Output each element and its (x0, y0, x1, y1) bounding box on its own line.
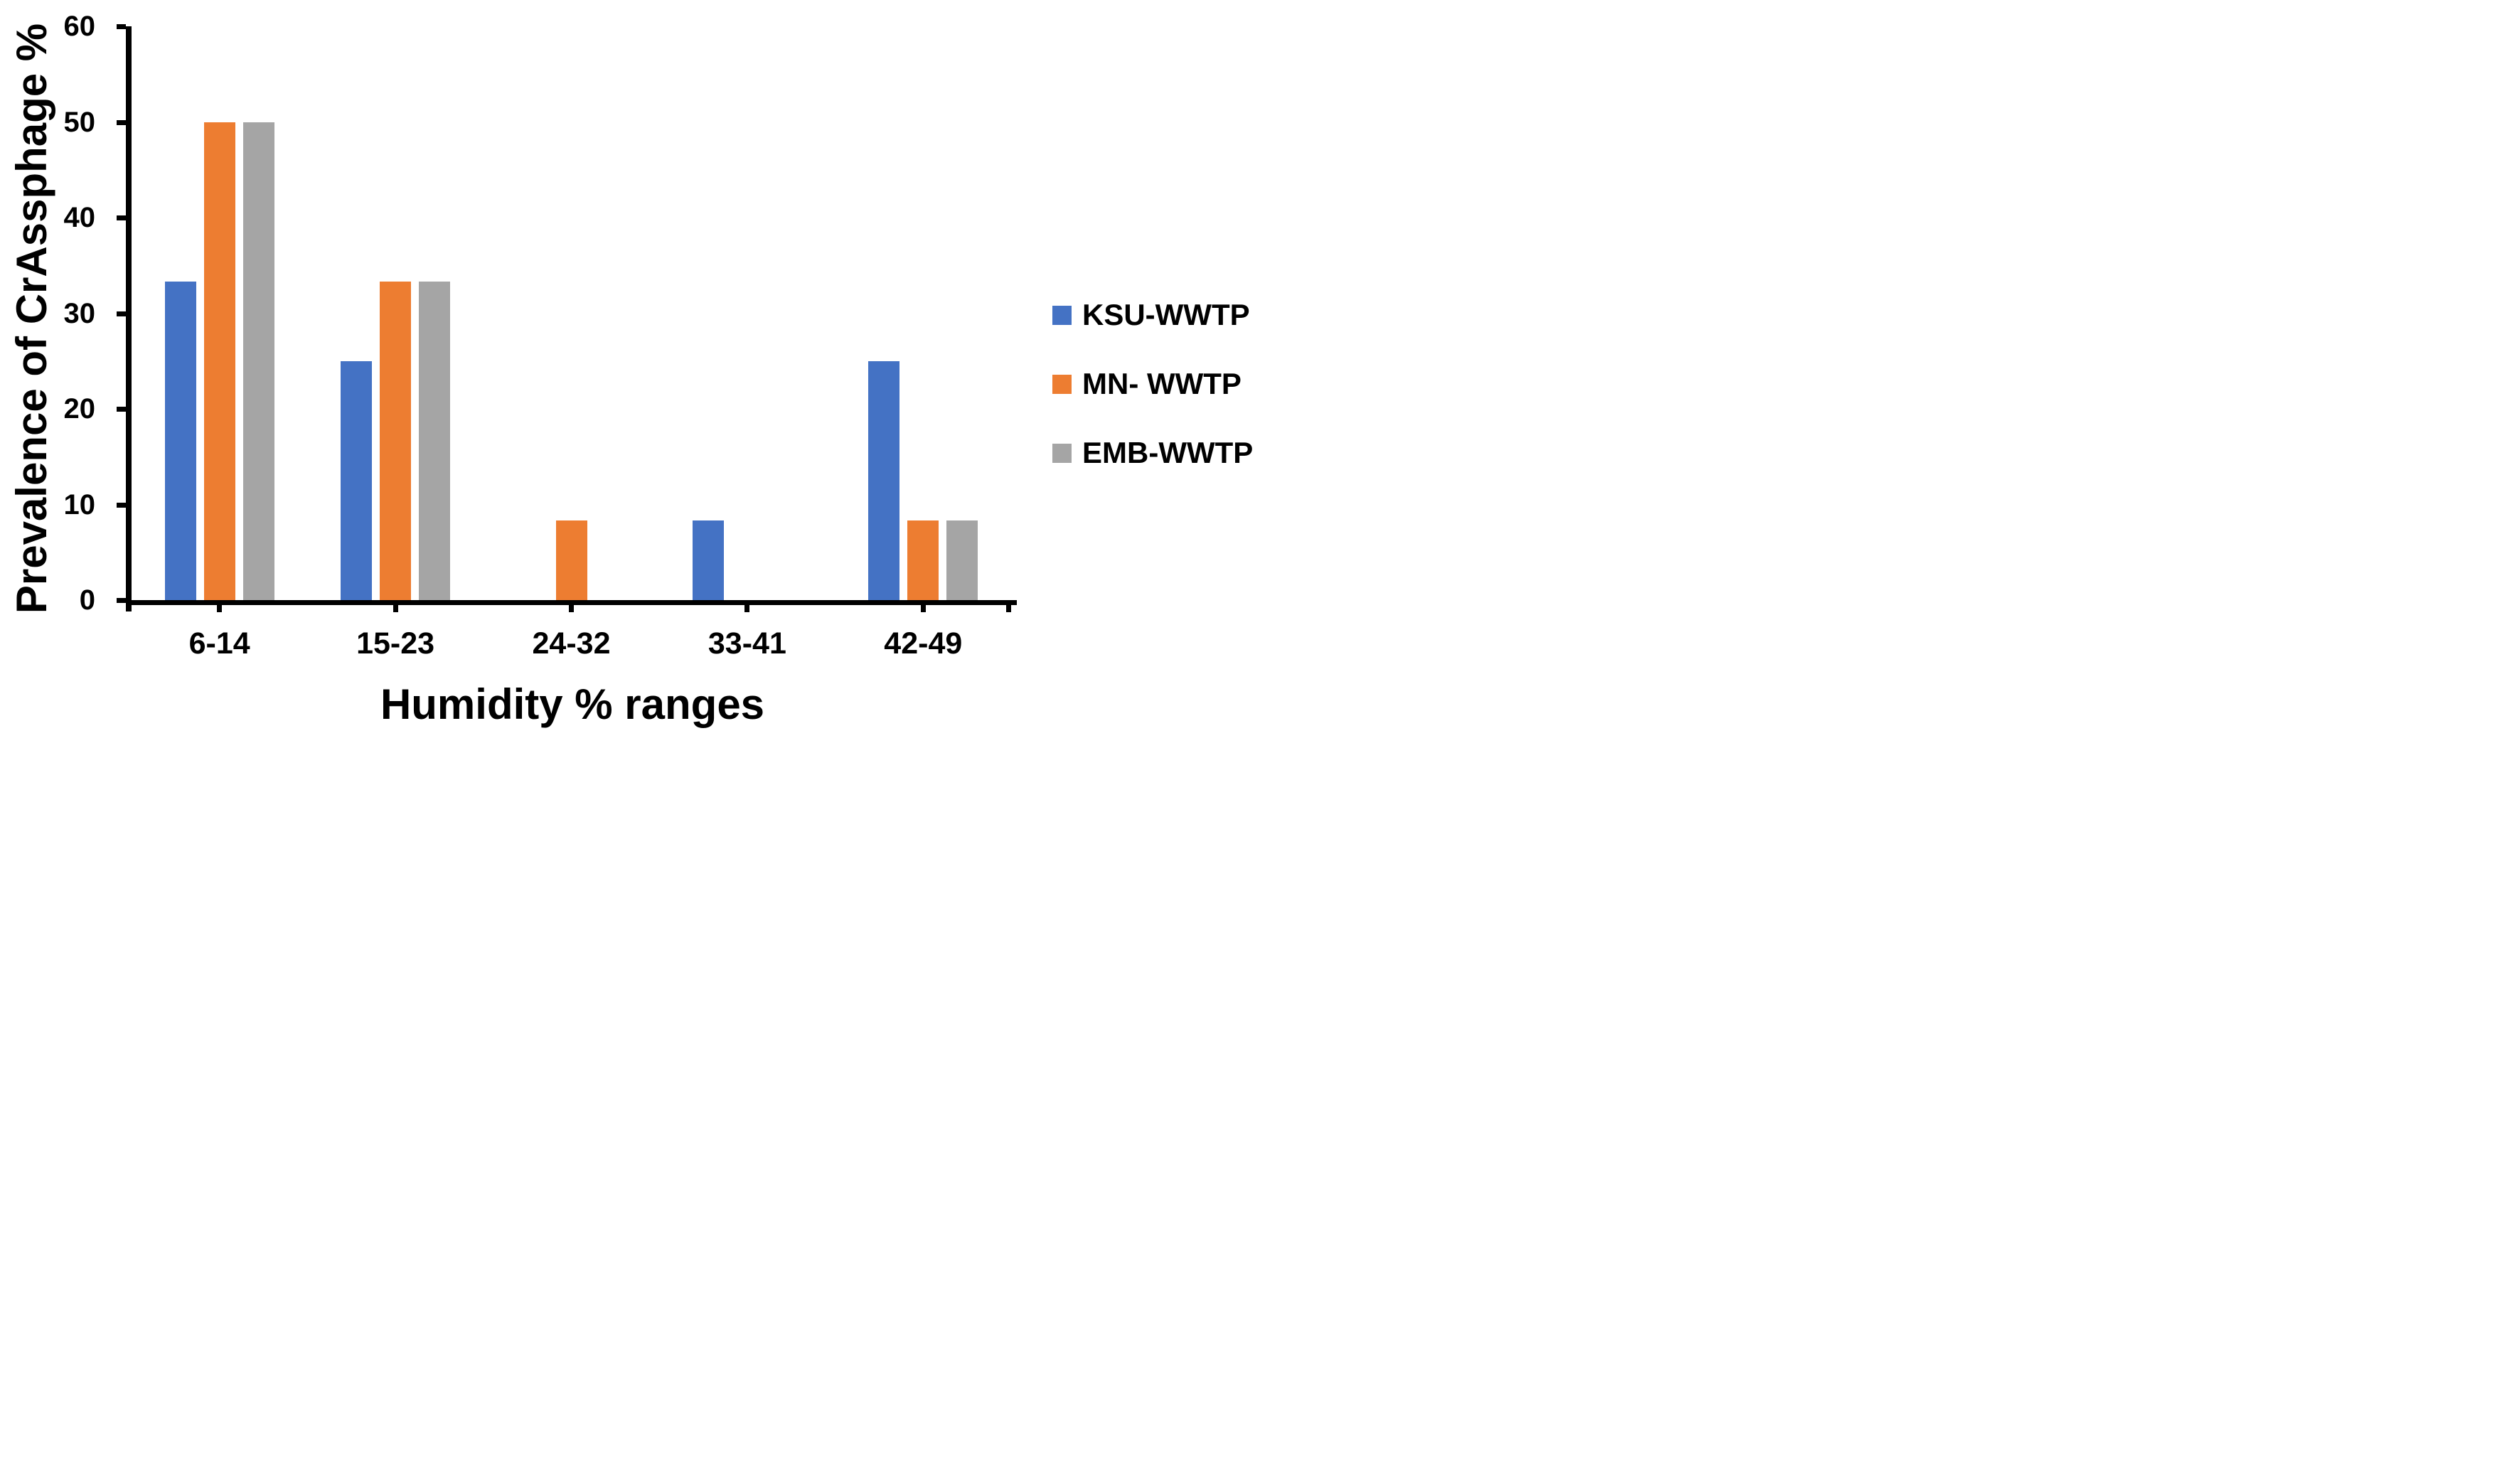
bar-MN-WWTP-42-49 (907, 520, 939, 600)
bar-EMB-WWTP-42-49 (946, 520, 978, 600)
y-tick-mark (117, 407, 126, 412)
x-tick-mark (393, 605, 398, 612)
bar-KSU-WWTP-6-14 (164, 282, 196, 600)
bar-KSU-WWTP-15-23 (341, 360, 373, 600)
bar-KSU-WWTP-33-41 (692, 520, 724, 600)
y-tick-label: 20 (63, 393, 96, 424)
legend-item: MN- WWTP (1052, 366, 1253, 402)
y-tick-mark (117, 311, 126, 316)
x-category-label: 6-14 (188, 626, 250, 661)
bar-MN-WWTP-24-32 (555, 520, 587, 600)
y-tick-label: 50 (63, 106, 96, 138)
legend-label: MN- WWTP (1082, 367, 1242, 400)
x-axis-line (126, 600, 1017, 605)
x-category-label: 24-32 (532, 626, 611, 661)
bar-MN-WWTP-15-23 (380, 282, 412, 600)
bar-chart-figure: Prevalence of CrAssphage % 0 10 20 30 40 50 60… (0, 0, 1260, 732)
y-tick-label: 30 (63, 297, 96, 329)
y-tick-mark (117, 119, 126, 125)
legend-swatch (1052, 374, 1072, 394)
x-tick-mark (569, 605, 574, 612)
bar-EMB-WWTP-6-14 (242, 122, 274, 600)
y-tick-mark (117, 598, 126, 603)
y-tick-label: 10 (63, 488, 96, 520)
y-tick-label: 60 (63, 11, 96, 42)
legend-item: KSU-WWTP (1052, 297, 1253, 333)
legend-swatch (1052, 443, 1072, 463)
bar-EMB-WWTP-15-23 (419, 282, 451, 600)
x-tick-mark (920, 605, 926, 612)
y-tick-label: 0 (79, 584, 95, 616)
bar-KSU-WWTP-42-49 (868, 360, 900, 600)
legend-item: EMB-WWTP (1052, 435, 1253, 471)
bar-MN-WWTP-6-14 (203, 122, 235, 600)
y-axis-line (126, 26, 132, 611)
legend-label: EMB-WWTP (1082, 436, 1254, 469)
y-tick-label: 40 (63, 202, 96, 233)
y-tick-mark (117, 24, 126, 29)
y-tick-mark (117, 215, 126, 220)
x-tick-mark (217, 605, 223, 612)
x-tick-mark (744, 605, 750, 612)
x-axis-end-tick-mark (1006, 605, 1011, 612)
x-category-label: 42-49 (884, 626, 963, 661)
x-category-label: 15-23 (356, 626, 435, 661)
legend-label: KSU-WWTP (1082, 298, 1250, 331)
legend-swatch (1052, 305, 1072, 325)
x-category-label: 33-41 (708, 626, 786, 661)
x-axis-title: Humidity % ranges (380, 680, 765, 728)
y-tick-mark (117, 502, 126, 508)
legend: KSU-WWTP MN- WWTP EMB-WWTP (1052, 297, 1253, 504)
